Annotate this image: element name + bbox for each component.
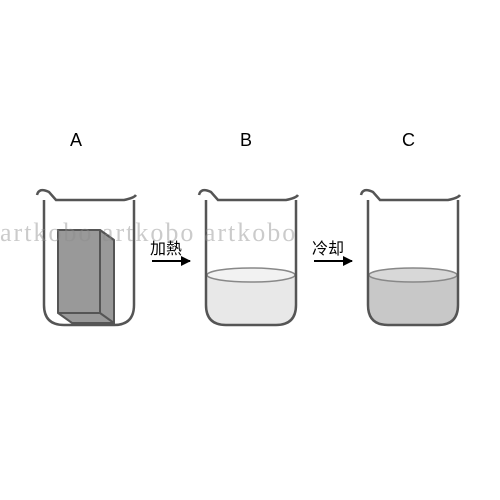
label-A: A: [70, 130, 82, 151]
arrow-label-cool: 冷却: [312, 235, 344, 259]
beaker-B: [196, 185, 306, 325]
label-C: C: [402, 130, 415, 151]
beaker-A: [34, 185, 144, 325]
diagram-stage: A B C 加熱 冷却: [0, 130, 500, 370]
beaker-C: [358, 185, 468, 325]
arrow-heat: [152, 260, 190, 262]
arrow-cool: [314, 260, 352, 262]
label-B: B: [240, 130, 252, 151]
arrow-label-heat: 加熱: [150, 235, 182, 259]
